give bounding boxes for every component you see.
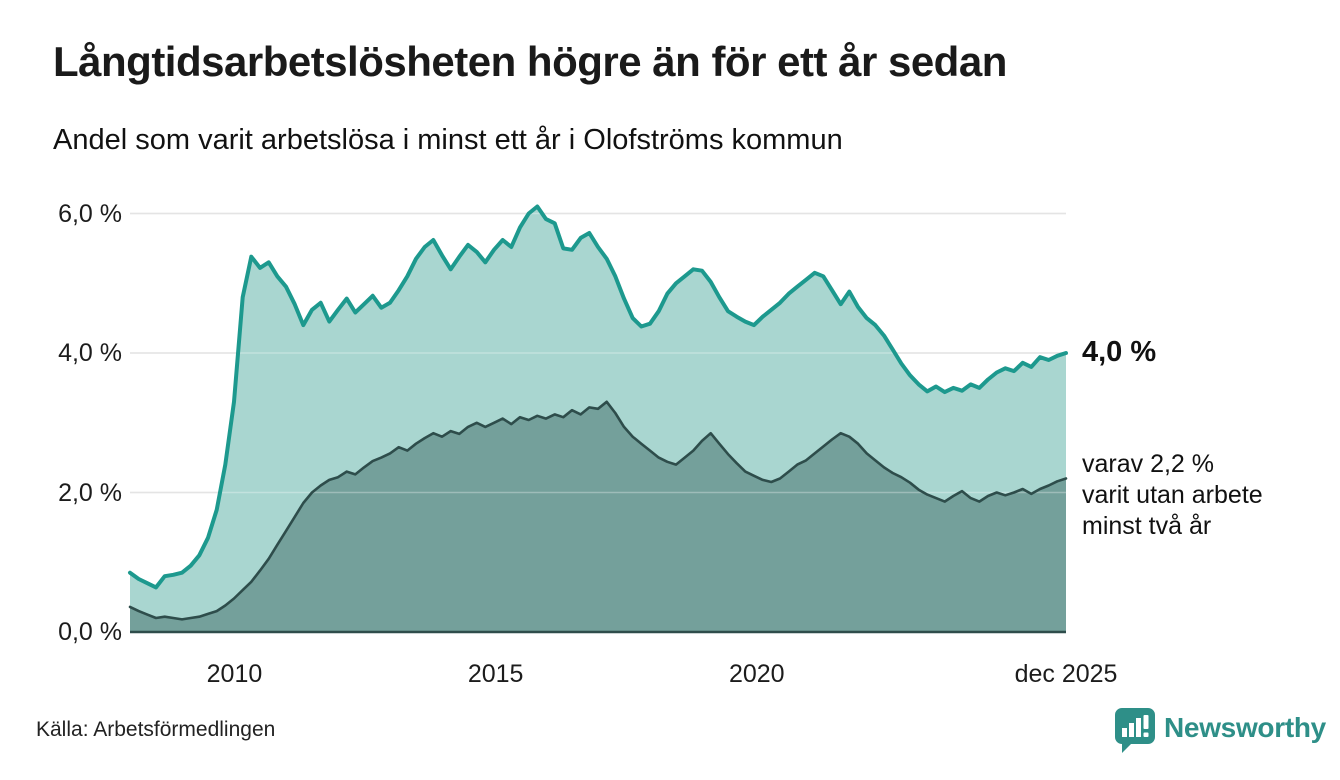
- chart-subtitle: Andel som varit arbetslösa i minst ett å…: [53, 124, 843, 156]
- series-end-value-label: 4,0 %: [1082, 336, 1157, 368]
- x-axis-tick-label: 2010: [206, 660, 263, 688]
- x-axis-tick-label: 2020: [728, 660, 785, 688]
- source-text: Källa: Arbetsförmedlingen: [36, 718, 276, 741]
- series-line-two-years: [128, 400, 1068, 621]
- y-axis-tick-label: 6,0 %: [58, 199, 122, 228]
- series-fill-1: [130, 401, 1066, 632]
- secondary-series-annotation: varav 2,2 % varit utan arbete minst två …: [1082, 450, 1263, 540]
- x-axis-tick-label: dec 2025: [1014, 660, 1118, 688]
- y-axis-tick-label: 2,0 %: [58, 478, 122, 507]
- series-line-one-year: [128, 204, 1068, 590]
- newsworthy-logo-text: Newsworthy: [1164, 712, 1326, 743]
- newsworthy-logo-icon: [1115, 708, 1155, 753]
- y-axis-tick-label: 0,0 %: [58, 618, 122, 646]
- y-axis-tick-label: 4,0 %: [58, 339, 122, 367]
- page-title: Långtidsarbetslösheten högre än för ett …: [53, 38, 1007, 85]
- x-axis-tick-label: 2015: [467, 660, 524, 688]
- newsworthy-logo: Newsworthy: [1114, 707, 1326, 757]
